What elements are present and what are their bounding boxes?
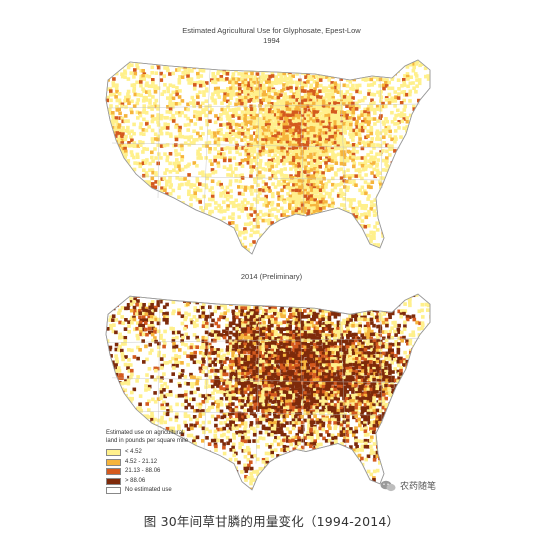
watermark: 农药随笔 <box>380 479 436 492</box>
legend-item-low: < 4.52 <box>106 448 236 458</box>
watermark-text: 农药随笔 <box>400 482 437 492</box>
legend-item-medium: 4.52 - 21.12 <box>106 458 236 468</box>
map-1994-title: Estimated Agricultural Use for Glyphosat… <box>182 26 361 35</box>
map-1994-year: 1994 <box>263 36 280 45</box>
legend-swatch-very-high <box>106 477 121 485</box>
legend-swatch-low <box>106 449 121 457</box>
legend-item-very-high: > 88.06 <box>106 477 236 487</box>
legend-swatch-medium <box>106 458 121 466</box>
legend-label-high: 21.13 - 88.06 <box>125 468 161 474</box>
map-2014 <box>105 293 431 491</box>
legend-swatch-high <box>106 468 121 476</box>
figure-caption: 图 30年间草甘膦的用量变化（1994-2014） <box>143 514 400 529</box>
legend-label-medium: 4.52 - 21.12 <box>125 458 158 465</box>
legend-label-low: < 4.52 <box>125 449 142 455</box>
map-1994 <box>105 59 431 255</box>
map-2014-year: 2014 (Preliminary) <box>240 272 303 281</box>
legend-item-none: No estimated use <box>106 486 236 496</box>
legend-swatch-none <box>106 487 121 495</box>
legend-item-high: 21.13 - 88.06 <box>106 467 236 477</box>
legend-label-none: No estimated use <box>125 487 172 493</box>
legend-title: Estimated use on agricultural land in po… <box>106 430 189 444</box>
wechat-icon <box>380 480 396 491</box>
map-legend: Estimated use on agricultural land in po… <box>106 430 236 496</box>
legend-label-very-high: > 88.06 <box>125 477 146 484</box>
